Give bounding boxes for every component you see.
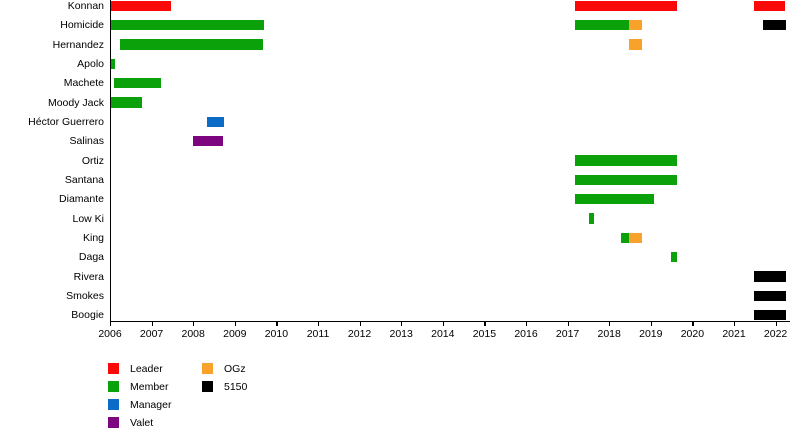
- row-label: Salinas: [69, 135, 104, 148]
- row-label: Homicide: [60, 19, 104, 32]
- timeline-bar-ogz: [629, 39, 642, 50]
- axis-tick-label: 2009: [223, 328, 247, 340]
- row-label: Santana: [64, 173, 104, 186]
- legend-label-valet: Valet: [130, 416, 154, 429]
- row-label: Konnan: [67, 0, 104, 12]
- timeline-bar-member: [589, 213, 595, 224]
- legend-label-manager: Manager: [130, 398, 172, 411]
- row-label: Apolo: [77, 57, 104, 70]
- axis-tick-label: 2020: [680, 328, 705, 340]
- timeline-bar-s5150: [754, 271, 786, 282]
- timeline-bar-member: [114, 77, 162, 89]
- axis-tick: [318, 321, 320, 326]
- axis-tick-label: 2016: [514, 328, 538, 340]
- legend-swatch-valet: [108, 416, 119, 428]
- timeline-bar-member: [620, 232, 630, 244]
- axis-tick-label: 2012: [347, 328, 372, 340]
- timeline-bar-member: [120, 39, 264, 50]
- legend-label-member: Member: [130, 380, 169, 393]
- row-label: Daga: [78, 251, 104, 264]
- axis-tick-label: 2014: [431, 328, 455, 340]
- axis-tick: [359, 321, 361, 326]
- axis-tick: [276, 321, 278, 326]
- row-label: King: [82, 231, 104, 244]
- axis-tick-label: 2017: [555, 328, 580, 340]
- axis-tick: [442, 321, 444, 326]
- row-label: Moody Jack: [47, 96, 104, 109]
- axis-tick-label: 2021: [722, 328, 746, 340]
- legend-swatch-ogz: [202, 362, 213, 374]
- timeline-bar-member: [110, 58, 116, 70]
- legend-label-leader: Leader: [130, 362, 163, 375]
- timeline-bar-ogz: [629, 19, 642, 31]
- axis-tick-label: 2018: [597, 328, 621, 340]
- axis-tick: [110, 321, 112, 326]
- axis-tick: [734, 321, 736, 326]
- axis-tick: [567, 321, 569, 326]
- axis-tick-label: 2010: [264, 328, 289, 340]
- axis-tick-label: 2022: [763, 328, 788, 340]
- timeline-bar-member: [671, 251, 677, 263]
- timeline-bar-member: [575, 174, 677, 186]
- axis-tick-label: 2011: [306, 328, 330, 340]
- axis-tick: [650, 321, 652, 326]
- legend-label-ogz: OGz: [224, 362, 246, 375]
- legend-swatch-manager: [108, 398, 119, 410]
- timeline-bar-leader: [110, 0, 172, 12]
- legend-swatch-leader: [108, 362, 119, 374]
- axis-tick: [692, 321, 694, 326]
- x-axis-line: [109, 321, 790, 323]
- timeline-bar-member: [575, 193, 654, 205]
- axis-tick-label: 2008: [181, 328, 205, 340]
- axis-tick: [193, 321, 195, 326]
- legend-label-s5150: 5150: [224, 380, 248, 393]
- axis-tick-label: 2015: [472, 328, 497, 340]
- axis-tick: [526, 321, 528, 326]
- row-label: Ortiz: [81, 154, 104, 167]
- timeline-bar-s5150: [754, 309, 786, 321]
- timeline-bar-member: [575, 155, 677, 166]
- timeline-bar-manager: [206, 116, 224, 128]
- row-label: Smokes: [66, 289, 104, 302]
- legend-swatch-s5150: [202, 380, 213, 392]
- axis-tick-label: 2007: [139, 328, 164, 340]
- timeline-bar-member: [575, 19, 630, 31]
- timeline-bar-ogz: [629, 232, 643, 244]
- timeline-bar-s5150: [754, 290, 786, 302]
- axis-tick: [151, 321, 153, 326]
- timeline-bar-valet: [193, 135, 223, 147]
- timeline-bar-leader: [575, 0, 677, 12]
- row-label: Rivera: [73, 270, 104, 283]
- axis-tick-label: 2006: [98, 328, 122, 340]
- axis-tick: [775, 321, 777, 326]
- legend-swatch-member: [108, 380, 119, 392]
- timeline-bar-member: [110, 19, 264, 31]
- axis-tick: [401, 321, 403, 326]
- row-label: Héctor Guerrero: [28, 115, 104, 128]
- y-axis-line: [109, 0, 111, 322]
- axis-tick-label: 2019: [639, 328, 663, 340]
- row-label: Machete: [63, 77, 104, 90]
- axis-tick: [234, 321, 236, 326]
- timeline-bar-leader: [754, 0, 785, 12]
- timeline-bar-s5150: [763, 19, 786, 31]
- axis-tick-label: 2013: [389, 328, 413, 340]
- row-label: Hernandez: [52, 38, 104, 51]
- row-label: Diamante: [59, 193, 104, 206]
- row-label: Low Ki: [72, 212, 104, 225]
- timeline-bar-member: [110, 97, 142, 108]
- row-label: Boogie: [71, 309, 104, 322]
- axis-tick: [609, 321, 611, 326]
- axis-tick: [484, 321, 486, 326]
